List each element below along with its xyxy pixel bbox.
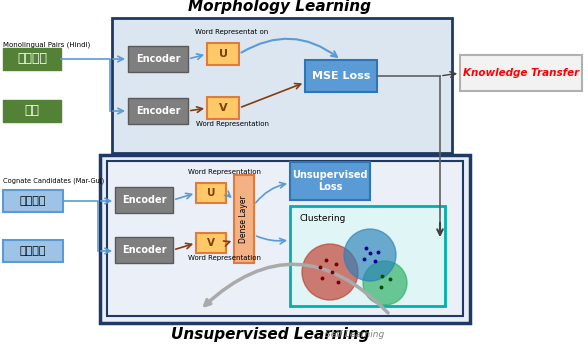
Bar — [128, 46, 188, 72]
Bar — [115, 187, 173, 213]
Bar — [3, 100, 61, 122]
Text: Monolingual Pairs (Hindi): Monolingual Pairs (Hindi) — [3, 42, 90, 48]
Text: Encoder: Encoder — [136, 54, 181, 64]
Text: Encoder: Encoder — [136, 106, 181, 116]
Text: Word Representation: Word Representation — [195, 121, 269, 127]
Bar — [234, 175, 254, 263]
Circle shape — [302, 244, 358, 300]
Bar — [107, 161, 463, 316]
Circle shape — [344, 229, 396, 281]
Bar — [128, 98, 188, 124]
Text: Encoder: Encoder — [122, 245, 166, 255]
Bar — [112, 18, 452, 153]
Text: V: V — [219, 103, 228, 113]
Text: अवयव: अवयव — [20, 246, 46, 256]
Text: Dense Layer: Dense Layer — [239, 195, 249, 243]
Text: Knowledge Transfer: Knowledge Transfer — [463, 68, 579, 78]
Bar — [460, 55, 582, 91]
Text: Morphology Learning: Morphology Learning — [189, 0, 372, 14]
Bar — [3, 240, 63, 262]
Bar — [290, 162, 370, 200]
Text: Self Learning: Self Learning — [325, 330, 385, 339]
Bar — [290, 206, 445, 306]
Text: Encoder: Encoder — [122, 195, 166, 205]
Bar — [305, 60, 377, 92]
Bar — [100, 155, 470, 323]
Circle shape — [363, 261, 407, 305]
Text: जाना: जाना — [17, 52, 47, 65]
Bar — [196, 183, 226, 203]
Bar — [207, 43, 239, 65]
Bar — [3, 190, 63, 212]
Bar — [3, 48, 61, 70]
Text: Cognate Candidates (Mar-Guj): Cognate Candidates (Mar-Guj) — [3, 178, 104, 184]
Bar — [115, 237, 173, 263]
Text: Word Representation: Word Representation — [189, 169, 262, 175]
Bar — [207, 97, 239, 119]
Text: U: U — [219, 49, 228, 59]
Text: V: V — [207, 238, 215, 248]
Text: Clustering: Clustering — [300, 214, 346, 223]
Text: U: U — [207, 188, 215, 198]
Text: Unsupervised
Loss: Unsupervised Loss — [292, 170, 368, 192]
Text: गई: गई — [25, 104, 39, 118]
Text: Unsupervised Learning: Unsupervised Learning — [171, 327, 369, 342]
Bar — [196, 233, 226, 253]
Text: Word Representation: Word Representation — [189, 255, 262, 261]
Text: अवयव: अवयव — [20, 196, 46, 206]
Text: Word Representat on: Word Representat on — [195, 29, 269, 35]
Text: MSE Loss: MSE Loss — [312, 71, 370, 81]
